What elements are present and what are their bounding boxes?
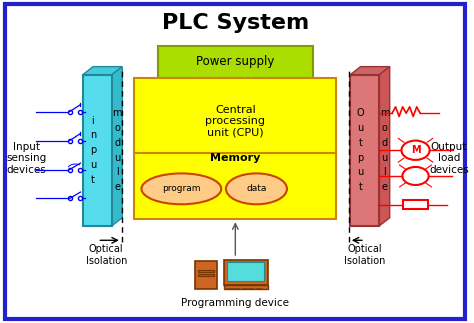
FancyBboxPatch shape [224, 260, 268, 285]
Ellipse shape [141, 173, 221, 204]
Text: O
u
t
p
u
t: O u t p u t [356, 108, 365, 192]
Text: i
n
p
u
t: i n p u t [90, 116, 96, 185]
Text: M: M [410, 145, 420, 155]
Text: m
o
d
u
l
e: m o d u l e [380, 108, 389, 192]
Text: PLC System: PLC System [162, 13, 309, 33]
Text: data: data [246, 184, 267, 193]
Text: Optical
Isolation: Optical Isolation [86, 244, 127, 266]
Text: Optical
Isolation: Optical Isolation [344, 244, 385, 266]
Text: Memory: Memory [210, 153, 261, 163]
Text: Input
sensing
devices: Input sensing devices [6, 142, 46, 175]
FancyBboxPatch shape [198, 274, 214, 276]
FancyBboxPatch shape [158, 46, 313, 78]
Polygon shape [83, 67, 122, 75]
FancyBboxPatch shape [5, 4, 465, 319]
Polygon shape [350, 67, 390, 75]
Ellipse shape [226, 173, 287, 204]
FancyBboxPatch shape [350, 75, 379, 226]
Polygon shape [379, 67, 390, 226]
FancyBboxPatch shape [402, 200, 428, 209]
FancyBboxPatch shape [195, 261, 217, 288]
FancyBboxPatch shape [228, 262, 264, 281]
FancyBboxPatch shape [83, 75, 112, 226]
Text: m
o
d
u
l
e: m o d u l e [112, 108, 122, 192]
FancyBboxPatch shape [224, 285, 268, 289]
Text: Output
load
devices: Output load devices [429, 142, 469, 175]
FancyBboxPatch shape [135, 78, 336, 219]
FancyBboxPatch shape [198, 270, 214, 272]
Text: Power supply: Power supply [196, 55, 274, 68]
Text: program: program [162, 184, 201, 193]
Polygon shape [112, 67, 122, 226]
Text: Programming device: Programming device [182, 298, 289, 308]
Text: Central
processing
unit (CPU): Central processing unit (CPU) [205, 105, 265, 138]
